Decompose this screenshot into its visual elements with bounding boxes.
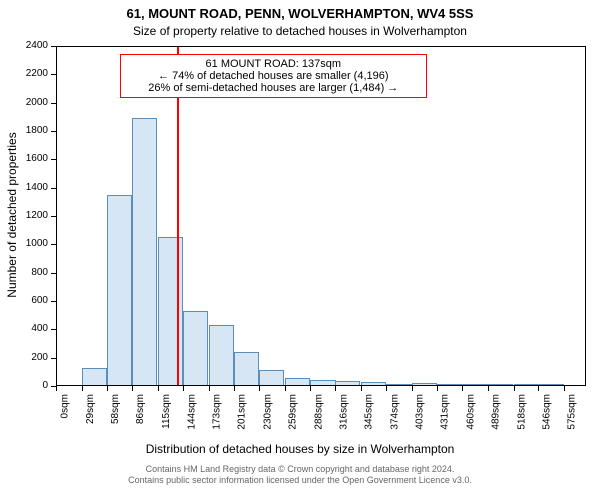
x-tick-mark	[209, 386, 210, 391]
y-tick-label: 2400	[0, 40, 48, 51]
y-tick-label: 1200	[0, 210, 48, 221]
chart-title: 61, MOUNT ROAD, PENN, WOLVERHAMPTON, WV4…	[0, 6, 600, 21]
x-tick-label: 115sqm	[161, 394, 172, 429]
chart-container: { "title_line1": "61, MOUNT ROAD, PENN, …	[0, 0, 600, 500]
y-tick-label: 200	[0, 352, 48, 363]
x-tick-mark	[234, 386, 235, 391]
info-line-3: 26% of semi-detached houses are larger (…	[127, 82, 420, 94]
attribution-line-2: Contains public sector information licen…	[0, 475, 600, 486]
y-tick-label: 1400	[0, 182, 48, 193]
x-tick-label: 316sqm	[338, 394, 349, 430]
x-tick-label: 29sqm	[85, 394, 96, 424]
x-tick-mark	[107, 386, 108, 391]
x-tick-mark	[82, 386, 83, 391]
attribution: Contains HM Land Registry data © Crown c…	[0, 464, 600, 487]
y-tick-mark	[51, 244, 56, 245]
y-tick-label: 800	[0, 267, 48, 278]
x-tick-mark	[564, 386, 565, 391]
y-tick-label: 400	[0, 323, 48, 334]
x-tick-label: 288sqm	[313, 394, 324, 430]
x-axis-label: Distribution of detached houses by size …	[0, 442, 600, 456]
y-tick-label: 0	[0, 380, 48, 391]
attribution-line-1: Contains HM Land Registry data © Crown c…	[0, 464, 600, 475]
x-tick-label: 173sqm	[212, 394, 223, 430]
info-line-2: ← 74% of detached houses are smaller (4,…	[127, 70, 420, 82]
x-tick-mark	[437, 386, 438, 391]
x-tick-label: 518sqm	[517, 394, 528, 430]
y-tick-label: 2000	[0, 97, 48, 108]
x-tick-mark	[183, 386, 184, 391]
x-tick-label: 259sqm	[288, 394, 299, 430]
x-tick-mark	[132, 386, 133, 391]
x-tick-label: 0sqm	[59, 394, 70, 418]
x-tick-label: 460sqm	[465, 394, 476, 430]
y-tick-mark	[51, 46, 56, 47]
y-tick-mark	[51, 216, 56, 217]
x-tick-label: 431sqm	[440, 394, 451, 430]
x-tick-label: 345sqm	[364, 394, 375, 430]
x-tick-label: 144sqm	[186, 394, 197, 430]
x-tick-label: 489sqm	[491, 394, 502, 430]
y-tick-mark	[51, 131, 56, 132]
y-tick-mark	[51, 301, 56, 302]
y-tick-label: 1000	[0, 238, 48, 249]
y-tick-label: 1600	[0, 153, 48, 164]
x-tick-label: 58sqm	[110, 394, 121, 424]
y-tick-mark	[51, 74, 56, 75]
x-tick-label: 201sqm	[237, 394, 248, 430]
y-tick-mark	[51, 329, 56, 330]
y-tick-mark	[51, 103, 56, 104]
y-tick-mark	[51, 188, 56, 189]
x-tick-mark	[310, 386, 311, 391]
x-tick-mark	[488, 386, 489, 391]
x-tick-label: 546sqm	[541, 394, 552, 430]
x-tick-mark	[514, 386, 515, 391]
x-tick-label: 374sqm	[389, 394, 400, 430]
y-tick-label: 1800	[0, 125, 48, 136]
y-tick-mark	[51, 159, 56, 160]
x-tick-mark	[386, 386, 387, 391]
x-tick-label: 86sqm	[135, 394, 146, 424]
info-box: 61 MOUNT ROAD: 137sqm ← 74% of detached …	[120, 54, 427, 98]
x-tick-mark	[158, 386, 159, 391]
x-tick-mark	[56, 386, 57, 391]
y-tick-mark	[51, 273, 56, 274]
x-tick-label: 230sqm	[262, 394, 273, 430]
y-tick-label: 600	[0, 295, 48, 306]
x-tick-label: 575sqm	[567, 394, 578, 430]
chart-subtitle: Size of property relative to detached ho…	[0, 24, 600, 38]
info-line-1: 61 MOUNT ROAD: 137sqm	[127, 58, 420, 70]
y-tick-label: 2200	[0, 68, 48, 79]
x-tick-mark	[462, 386, 463, 391]
x-tick-mark	[361, 386, 362, 391]
x-tick-mark	[412, 386, 413, 391]
plot-area: 61 MOUNT ROAD: 137sqm ← 74% of detached …	[56, 46, 586, 386]
x-tick-mark	[335, 386, 336, 391]
x-tick-mark	[285, 386, 286, 391]
x-tick-mark	[259, 386, 260, 391]
x-tick-mark	[538, 386, 539, 391]
y-tick-mark	[51, 358, 56, 359]
x-tick-label: 403sqm	[415, 394, 426, 430]
